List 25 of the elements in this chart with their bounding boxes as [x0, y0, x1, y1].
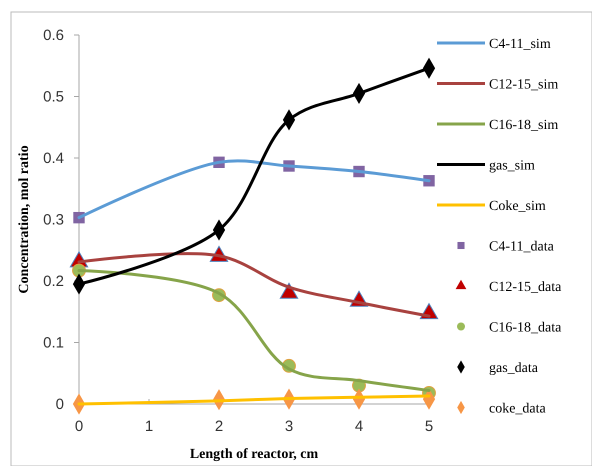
- x-tick-label: 3: [284, 418, 294, 435]
- x-tick-label: 4: [354, 418, 364, 435]
- x-tick-label: 5: [424, 418, 434, 435]
- y-tick-label: 0.1: [43, 334, 64, 352]
- y-tick-label: 0: [56, 396, 64, 413]
- legend-label: gas_sim: [489, 158, 535, 174]
- legend-label: C4-11_sim: [489, 37, 551, 52]
- y-tick-label: 0.4: [43, 150, 64, 167]
- legend-label: C12-15_data: [489, 280, 562, 295]
- x-axis-title: Length of reactor, cm: [190, 447, 318, 462]
- y-tick-label: 0.3: [43, 212, 64, 228]
- legend-label: C16-18_sim: [489, 118, 558, 133]
- x-tick-label: 1: [144, 418, 154, 435]
- y-axis-title: Concentration, mol ratio: [17, 145, 32, 294]
- y-tick-label: 0.6: [43, 27, 64, 44]
- x-tick-label: 2: [214, 418, 224, 435]
- legend-label: C16-18_data: [489, 320, 562, 336]
- legend-label: C12-15_sim: [489, 78, 558, 92]
- y-tick-label: 0.5: [43, 88, 64, 106]
- x-tick-label: 0: [74, 418, 84, 435]
- y-tick-label: 0.2: [43, 273, 64, 290]
- legend-label: C4-11_data: [489, 240, 555, 254]
- legend-label: coke_data: [489, 402, 547, 416]
- legend-label: gas_data: [489, 361, 539, 376]
- legend-label: Coke_sim: [489, 199, 546, 214]
